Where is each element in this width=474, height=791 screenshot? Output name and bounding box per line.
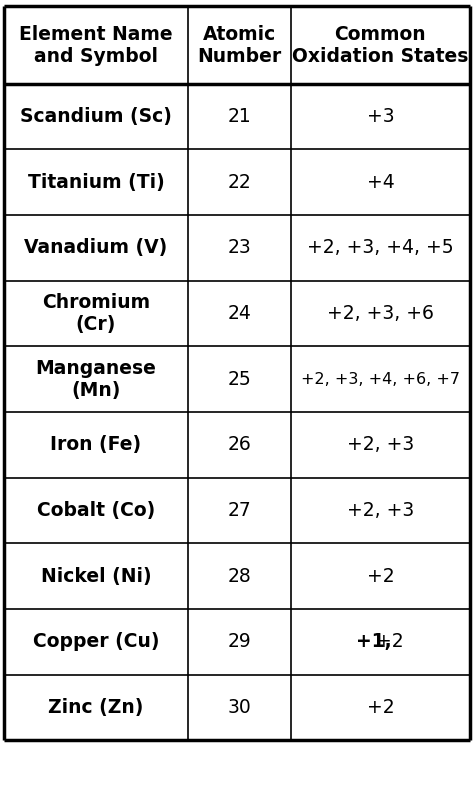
Text: Cobalt (Co): Cobalt (Co) xyxy=(37,501,155,520)
Text: Titanium (Ti): Titanium (Ti) xyxy=(27,172,164,192)
Text: Vanadium (V): Vanadium (V) xyxy=(24,238,167,258)
Text: 27: 27 xyxy=(228,501,251,520)
Text: Copper (Cu): Copper (Cu) xyxy=(33,632,159,652)
Text: +3: +3 xyxy=(366,107,394,127)
Text: Manganese
(Mn): Manganese (Mn) xyxy=(36,359,156,399)
Text: +1,: +1, xyxy=(356,632,392,652)
Text: +2, +3, +4, +5: +2, +3, +4, +5 xyxy=(307,238,454,258)
Text: 28: 28 xyxy=(228,566,251,586)
Text: 22: 22 xyxy=(228,172,251,192)
Text: 25: 25 xyxy=(228,369,251,389)
Text: Element Name
and Symbol: Element Name and Symbol xyxy=(19,25,173,66)
Text: +2, +3: +2, +3 xyxy=(347,435,414,455)
Text: 26: 26 xyxy=(228,435,251,455)
Text: Atomic
Number: Atomic Number xyxy=(197,25,282,66)
Text: Chromium
(Cr): Chromium (Cr) xyxy=(42,293,150,334)
Text: +2: +2 xyxy=(376,632,403,652)
Text: 29: 29 xyxy=(228,632,251,652)
Text: +2: +2 xyxy=(366,566,394,586)
Text: +4: +4 xyxy=(366,172,394,192)
Text: Common
Oxidation States: Common Oxidation States xyxy=(292,25,469,66)
Text: +2, +3, +6: +2, +3, +6 xyxy=(327,304,434,324)
Text: +2: +2 xyxy=(366,698,394,717)
Text: 30: 30 xyxy=(228,698,251,717)
Text: 23: 23 xyxy=(228,238,251,258)
Text: Scandium (Sc): Scandium (Sc) xyxy=(20,107,172,127)
Text: +2, +3: +2, +3 xyxy=(347,501,414,520)
Text: Zinc (Zn): Zinc (Zn) xyxy=(48,698,144,717)
Text: 24: 24 xyxy=(228,304,251,324)
Text: Iron (Fe): Iron (Fe) xyxy=(50,435,141,455)
Text: Nickel (Ni): Nickel (Ni) xyxy=(41,566,151,586)
Text: 21: 21 xyxy=(228,107,251,127)
Text: +2, +3, +4, +6, +7: +2, +3, +4, +6, +7 xyxy=(301,372,460,387)
